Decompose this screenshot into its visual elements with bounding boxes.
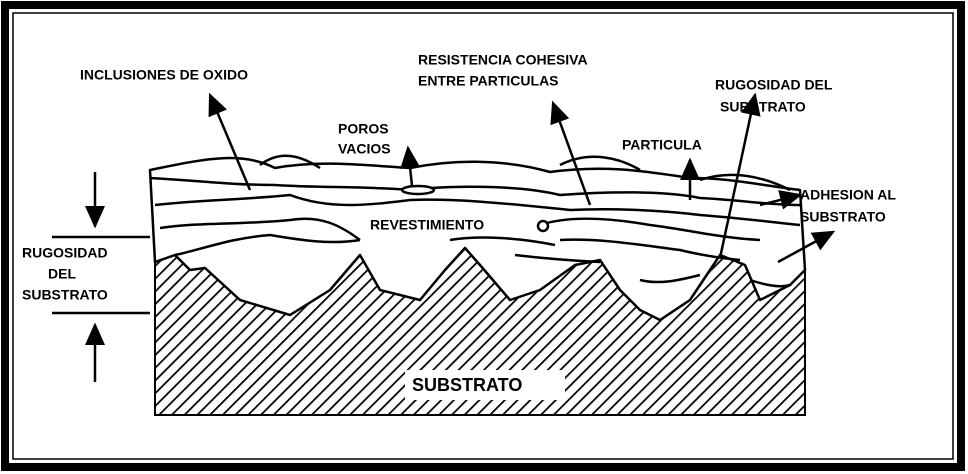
label: REVESTIMIENTO	[370, 217, 484, 233]
label-backdrop	[405, 370, 565, 400]
label: SUBSTRATO	[22, 287, 108, 303]
label: RESISTENCIA COHESIVA	[418, 52, 588, 68]
label: SUBSTRATO	[412, 375, 522, 395]
label: ADHESION AL	[800, 187, 896, 203]
label: INCLUSIONES DE OXIDO	[80, 67, 248, 83]
label: SUBSTRATO	[720, 99, 806, 115]
label: PARTICULA	[622, 137, 702, 153]
label: RUGOSIDAD DEL	[715, 77, 833, 93]
coating	[148, 154, 807, 322]
label: VACIOS	[338, 141, 391, 157]
label: ENTRE PARTICULAS	[418, 73, 559, 89]
label: POROS	[338, 121, 389, 137]
arrows	[52, 92, 836, 382]
frame-inner	[12, 12, 954, 460]
label: RUGOSIDAD	[22, 245, 108, 261]
label: SUBSTRATO	[800, 209, 886, 225]
label: DEL	[48, 266, 76, 282]
